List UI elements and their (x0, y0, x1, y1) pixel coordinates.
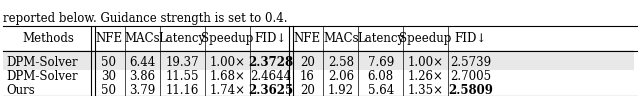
Text: Latency: Latency (357, 32, 404, 45)
Text: 2.7005: 2.7005 (450, 70, 491, 83)
Bar (3, 50, 634, 70)
Text: 2.3728: 2.3728 (248, 56, 293, 69)
Text: DPM-Solver: DPM-Solver (6, 56, 78, 69)
Text: DPM-Solver: DPM-Solver (6, 70, 78, 83)
Text: FID↓: FID↓ (454, 32, 486, 45)
Text: 2.58: 2.58 (328, 56, 354, 69)
Text: NFE: NFE (95, 32, 122, 45)
Text: 20: 20 (300, 84, 315, 96)
Text: 1.92: 1.92 (328, 84, 354, 96)
Text: Speedup: Speedup (399, 32, 452, 45)
Text: 50: 50 (101, 84, 116, 96)
Text: NFE: NFE (294, 32, 321, 45)
Text: 6.08: 6.08 (368, 70, 394, 83)
Text: 1.26×: 1.26× (408, 70, 444, 83)
Text: 1.68×: 1.68× (209, 70, 245, 83)
Text: 1.00×: 1.00× (408, 56, 444, 69)
Text: MACs: MACs (323, 32, 358, 45)
Text: 2.3625: 2.3625 (248, 84, 293, 96)
Text: MACs: MACs (125, 32, 160, 45)
Text: Ours: Ours (6, 84, 35, 96)
Text: 1.35×: 1.35× (408, 84, 444, 96)
Text: 7.69: 7.69 (367, 56, 394, 69)
Text: Methods: Methods (22, 32, 74, 45)
Text: 3.79: 3.79 (129, 84, 156, 96)
Text: 1.74×: 1.74× (209, 84, 245, 96)
Text: 2.06: 2.06 (328, 70, 354, 83)
Text: Speedup: Speedup (201, 32, 253, 45)
Text: FID↓: FID↓ (254, 32, 287, 45)
Text: 3.86: 3.86 (129, 70, 156, 83)
Text: 30: 30 (101, 70, 116, 83)
Text: 1.00×: 1.00× (209, 56, 245, 69)
Text: 11.16: 11.16 (166, 84, 199, 96)
Text: Latency: Latency (159, 32, 206, 45)
Text: 16: 16 (300, 70, 315, 83)
Text: 19.37: 19.37 (166, 56, 199, 69)
Text: 11.55: 11.55 (166, 70, 199, 83)
Text: 2.4644: 2.4644 (250, 70, 291, 83)
Text: 6.44: 6.44 (129, 56, 156, 69)
Text: 20: 20 (300, 56, 315, 69)
Text: 2.5809: 2.5809 (448, 84, 493, 96)
Text: 5.64: 5.64 (367, 84, 394, 96)
Text: 50: 50 (101, 56, 116, 69)
Text: 2.5739: 2.5739 (450, 56, 491, 69)
Text: reported below. Guidance strength is set to 0.4.: reported below. Guidance strength is set… (3, 12, 288, 24)
